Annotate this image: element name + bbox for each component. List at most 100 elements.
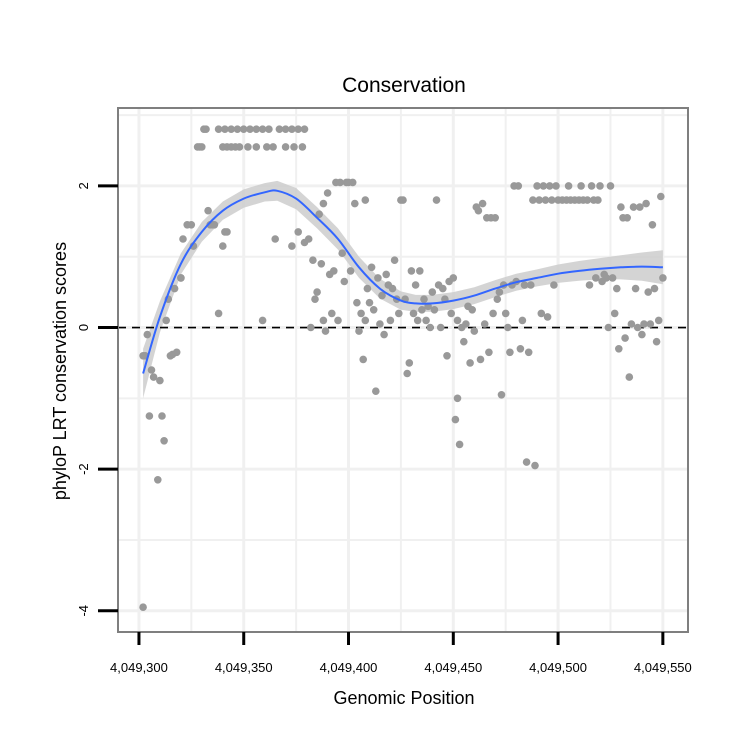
data-point [252,125,261,133]
data-point [520,281,529,289]
confidence-ribbon [143,180,663,399]
data-point [449,274,458,282]
data-point [627,320,636,328]
data-point [160,437,168,445]
data-point [501,309,510,318]
data-point [269,143,277,151]
data-point [610,309,619,318]
data-point [585,281,594,289]
data-point [298,143,307,151]
data-point [543,313,552,321]
data-point [340,277,349,286]
data-point [654,316,663,325]
data-point [485,348,493,357]
data-point [650,284,659,293]
data-point [648,221,657,229]
data-point [179,235,187,243]
data-point [453,316,462,325]
data-point [642,199,650,208]
data-point [311,295,319,304]
data-point [468,306,477,314]
data-point [420,295,428,304]
data-point [158,412,166,420]
data-point [177,274,185,282]
data-point [453,394,462,403]
data-point [235,143,244,151]
data-point [594,196,602,204]
data-point [533,182,541,190]
data-point [564,182,573,190]
data-point [644,288,652,296]
data-point [418,306,426,314]
data-point [154,476,162,484]
data-point [294,228,303,236]
data-point [355,327,363,335]
data-point [321,327,330,335]
data-point [139,603,147,611]
data-point [491,214,500,222]
data-point [145,412,154,420]
data-point [516,345,525,353]
data-point [596,182,604,190]
data-point [346,267,355,275]
data-point [604,323,613,332]
data-point [617,203,625,211]
data-point [300,125,309,133]
data-point [548,196,556,204]
data-point [170,284,179,293]
data-point [439,284,447,293]
data-point [239,125,248,133]
data-point [288,125,296,133]
data-point [587,182,596,190]
data-point [363,284,372,293]
data-point [480,320,489,328]
data-point [606,182,615,190]
data-point [139,352,147,360]
data-point [407,267,416,275]
data-point [390,256,399,265]
data-point [307,323,315,332]
data-point [640,320,648,328]
data-point [659,274,667,282]
data-point [252,143,261,151]
data-point [652,337,661,346]
data-point [497,391,506,399]
data-point [613,284,621,293]
data-point [474,206,483,215]
data-point [518,316,527,325]
data-point [443,352,451,360]
data-point [451,415,460,424]
data-point [577,182,585,190]
data-point [462,320,470,328]
data-point [636,203,644,211]
data-point [447,309,456,318]
data-point [527,281,535,289]
data-point [147,366,156,374]
data-point [399,196,407,204]
data-point [281,143,290,151]
data-point [323,189,332,197]
data-point [657,192,665,201]
data-point [336,178,344,187]
data-point [430,306,439,314]
data-point [223,228,231,236]
data-point [629,203,638,211]
data-point [288,242,296,250]
data-point [294,125,303,133]
data-point [348,178,357,187]
data-point [405,359,414,367]
confidence-ribbon-layer [143,180,663,399]
data-point [489,309,497,318]
data-point [460,337,468,346]
x-tick-label: 4,049,550 [634,660,692,675]
data-point [204,206,212,215]
data-point [592,274,600,282]
data-point [376,320,384,328]
data-point [328,309,336,318]
data-point [638,330,646,339]
data-point [214,309,223,318]
data-point [615,345,623,353]
y-tick-label: 0 [76,324,91,331]
y-tick-label: -4 [76,605,91,617]
